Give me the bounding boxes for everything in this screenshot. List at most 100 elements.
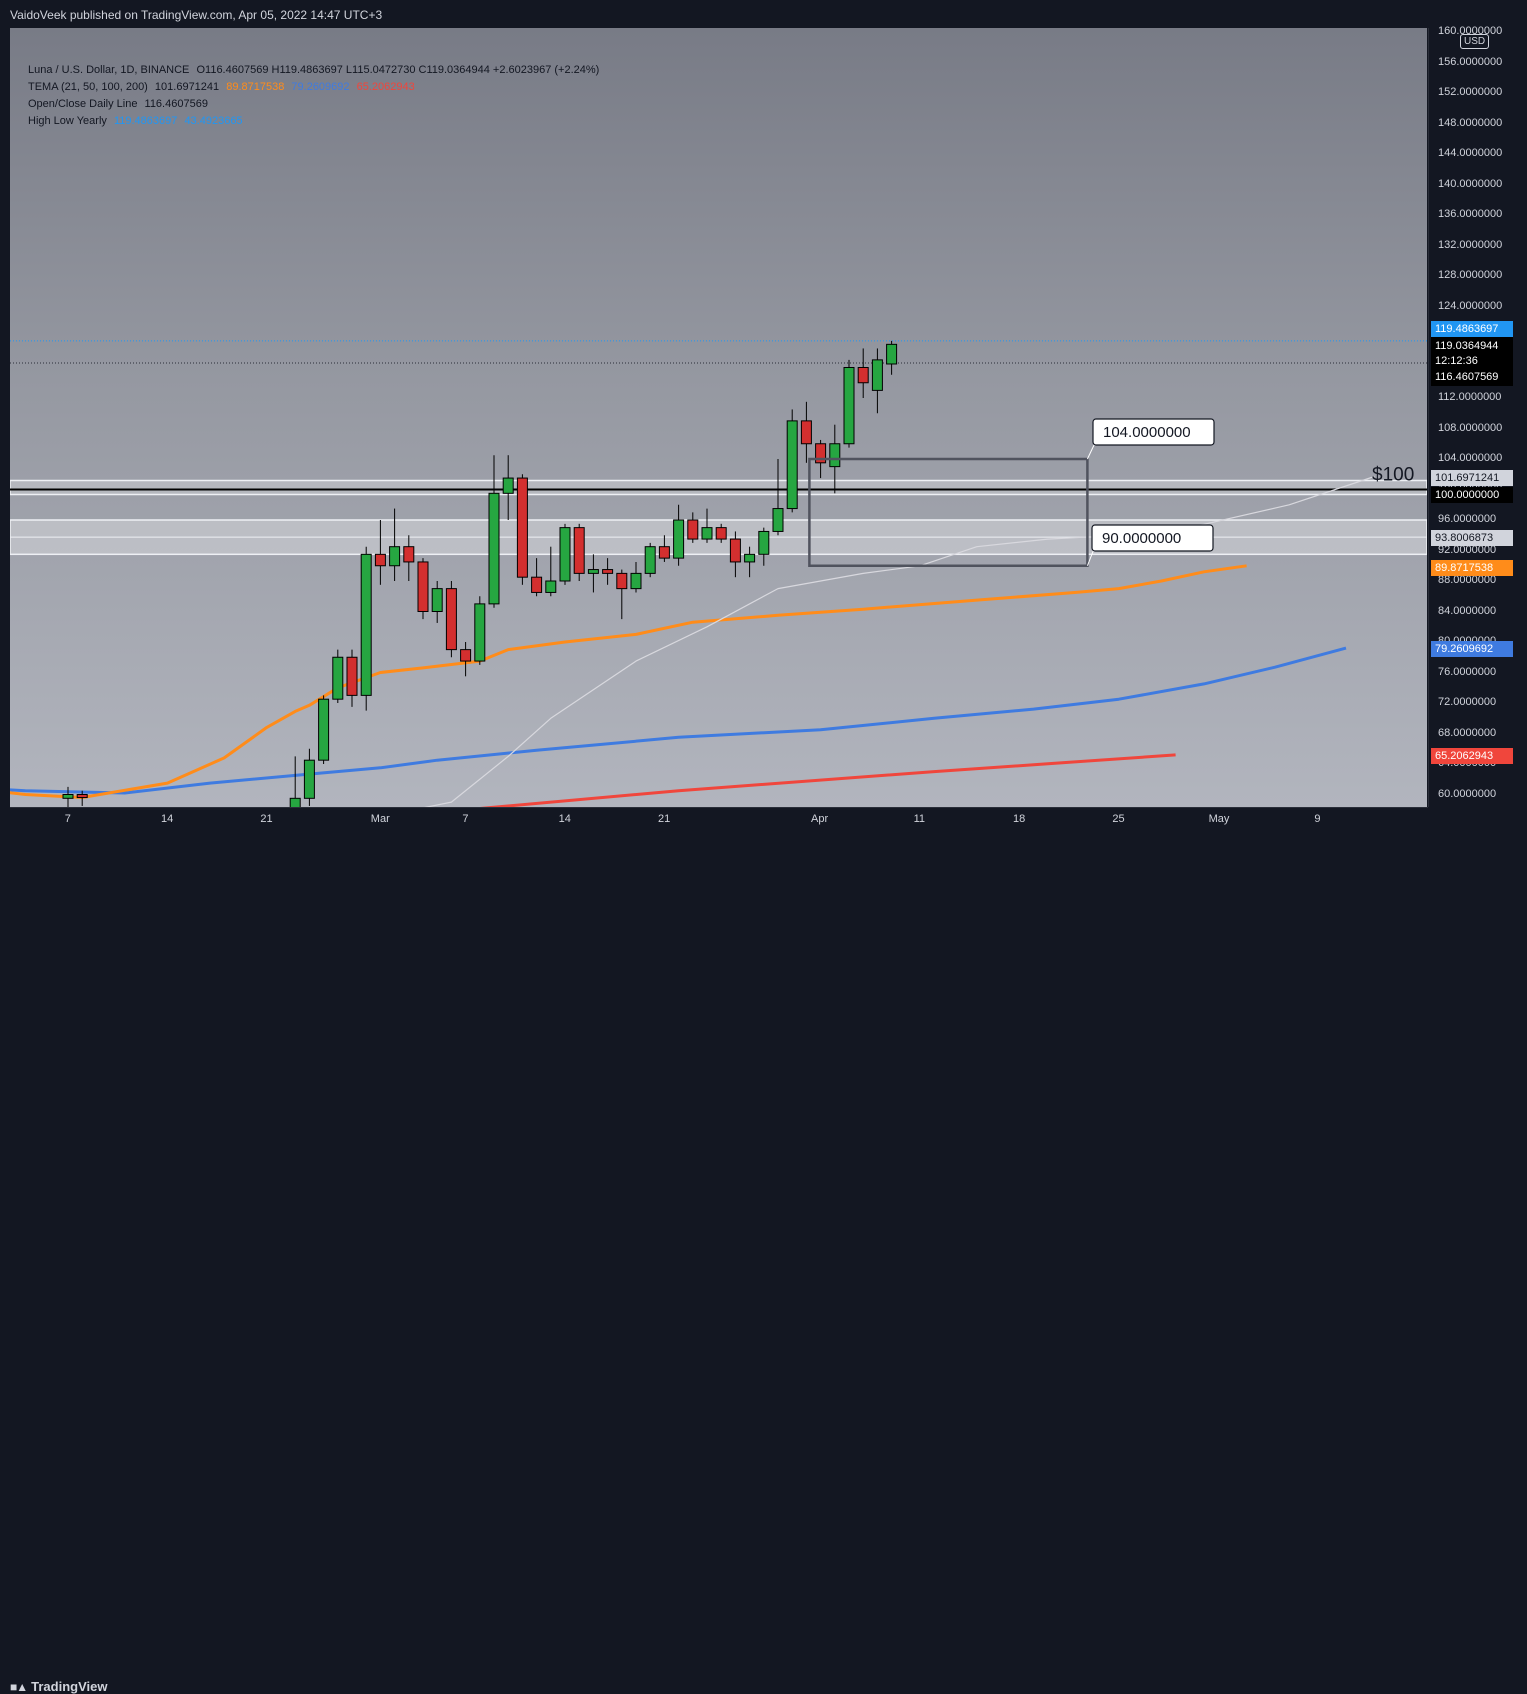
- price-tick: 112.0000000: [1438, 391, 1502, 403]
- tema200-price-label: 65.2062943: [1431, 748, 1513, 764]
- legend-oc-value: 116.4607569: [144, 98, 208, 110]
- published-text: VaidoVeek published on TradingView.com, …: [10, 8, 383, 22]
- candle-body: [417, 561, 429, 612]
- currency-badge[interactable]: USD: [1460, 34, 1490, 49]
- candle-body: [488, 492, 500, 605]
- candle-body: [573, 527, 585, 574]
- price-tick: 148.0000000: [1438, 116, 1503, 129]
- candle-body: [389, 546, 401, 567]
- callout-90-text: 90.0000000: [1102, 530, 1181, 547]
- candle-body: [318, 698, 330, 761]
- candle-body: [658, 546, 670, 559]
- published-header: VaidoVeek published on TradingView.com, …: [0, 0, 1527, 28]
- candle-body: [630, 572, 642, 590]
- candle-body: [360, 553, 372, 696]
- tema200-line: [479, 753, 1176, 807]
- tema100-line: [10, 646, 1347, 795]
- time-tick: Mar: [370, 813, 390, 825]
- time-tick: 18: [1013, 813, 1026, 825]
- price-tick: 92.0000000: [1438, 543, 1497, 556]
- price-tick: 104.0000000: [1438, 452, 1503, 464]
- level-100-band: [10, 479, 1427, 496]
- candle-body: [786, 420, 798, 510]
- candle-body: [460, 649, 472, 662]
- legend-tema100: 79.2609692: [291, 81, 350, 93]
- candle-body: [474, 603, 486, 662]
- candle-body: [673, 519, 685, 559]
- legend-symbol: Luna / U.S. Dollar, 1D, BINANCE: [28, 64, 190, 76]
- price-tick: 88.0000000: [1438, 574, 1497, 586]
- candle-body: [772, 508, 784, 532]
- callout-90-box: [1091, 524, 1214, 552]
- time-tick: May: [1208, 813, 1230, 825]
- time-tick: 7: [64, 813, 71, 825]
- price-tick: 132.0000000: [1438, 238, 1503, 251]
- time-tick: Apr: [811, 813, 829, 825]
- candle-body: [729, 538, 741, 563]
- candle-body: [76, 794, 88, 799]
- callout-90-pointer: [1086, 548, 1095, 566]
- chart-area[interactable]: 104.0000000 90.0000000 $100 Luna / U.S. Do…: [10, 28, 1427, 807]
- time-tick: 11: [913, 813, 926, 825]
- price-tick: 76.0000000: [1438, 665, 1497, 678]
- level-100-text: $100: [1372, 465, 1414, 486]
- legend: Luna / U.S. Dollar, 1D, BINANCE O116.460…: [28, 62, 599, 130]
- price-tick: 136.0000000: [1438, 208, 1503, 220]
- callout-104-pointer: [1086, 442, 1096, 460]
- candle-body: [857, 367, 869, 384]
- candle-body: [332, 656, 344, 700]
- legend-ohlc: O116.4607569 H119.4863697 L115.0472730 C…: [196, 64, 600, 76]
- time-tick: 25: [1112, 813, 1125, 825]
- tema100-price-label: 79.2609692: [1431, 641, 1513, 657]
- candle-body: [758, 530, 770, 555]
- last-price-label: 119.0364944: [1435, 340, 1499, 352]
- zone-mid-price-label: 93.8006873: [1431, 530, 1513, 546]
- chart-svg[interactable]: 104.0000000 90.0000000 $100: [10, 28, 1427, 807]
- candle-body: [346, 656, 358, 696]
- time-axis[interactable]: [10, 807, 1428, 834]
- price-tick: 84.0000000: [1438, 604, 1497, 617]
- legend-tema21: 101.6971241: [154, 81, 220, 93]
- candle-body: [829, 443, 841, 468]
- last-price-block: [1431, 337, 1513, 386]
- candle-body: [602, 569, 614, 574]
- price-tick: 140.0000000: [1438, 177, 1503, 190]
- callout-104: 104.0000000: [1086, 418, 1215, 460]
- callout-104-box: [1092, 418, 1215, 446]
- candle-body: [303, 759, 315, 799]
- tradingview-logo[interactable]: ■▲ TradingView: [10, 1679, 107, 1694]
- candle-body: [644, 546, 656, 574]
- price-tick: 156.0000000: [1438, 55, 1503, 68]
- time-tick: 21: [658, 813, 671, 825]
- tradingview-logo-text: TradingView: [31, 1679, 108, 1694]
- callout-90: 90.0000000: [1086, 524, 1214, 566]
- price-tick: 96.0000000: [1438, 513, 1497, 525]
- price-tick: 72.0000000: [1438, 696, 1497, 708]
- price-axis[interactable]: [1428, 28, 1527, 807]
- candle-body: [431, 588, 443, 612]
- candle-body: [701, 527, 713, 540]
- candle-body: [744, 553, 756, 563]
- candle-body: [886, 343, 898, 365]
- legend-oc-label: Open/Close Daily Line: [28, 98, 138, 110]
- price-tick: 124.0000000: [1438, 299, 1503, 312]
- candle-body: [871, 359, 883, 391]
- price-tick: 152.0000000: [1438, 86, 1503, 98]
- footer: ■▲ TradingView: [0, 834, 1527, 1694]
- legend-hl-low: 43.4923665: [184, 115, 243, 127]
- time-tick: 14: [161, 813, 174, 825]
- candle-body: [559, 527, 571, 582]
- legend-tema-label: TEMA (21, 50, 100, 200): [28, 81, 148, 93]
- candle-body: [445, 588, 457, 651]
- time-tick: 21: [260, 813, 273, 825]
- countdown-label: 12:12:36: [1435, 355, 1478, 367]
- candle-body: [62, 794, 74, 799]
- candle-body: [587, 569, 599, 574]
- price-tick: 108.0000000: [1438, 421, 1503, 434]
- callout-104-text: 104.0000000: [1103, 424, 1191, 441]
- candle-body: [516, 477, 528, 578]
- candle-body: [289, 797, 301, 807]
- candle-body: [502, 477, 514, 494]
- candle-body: [687, 519, 699, 540]
- price-tick: 60.0000000: [1438, 787, 1497, 800]
